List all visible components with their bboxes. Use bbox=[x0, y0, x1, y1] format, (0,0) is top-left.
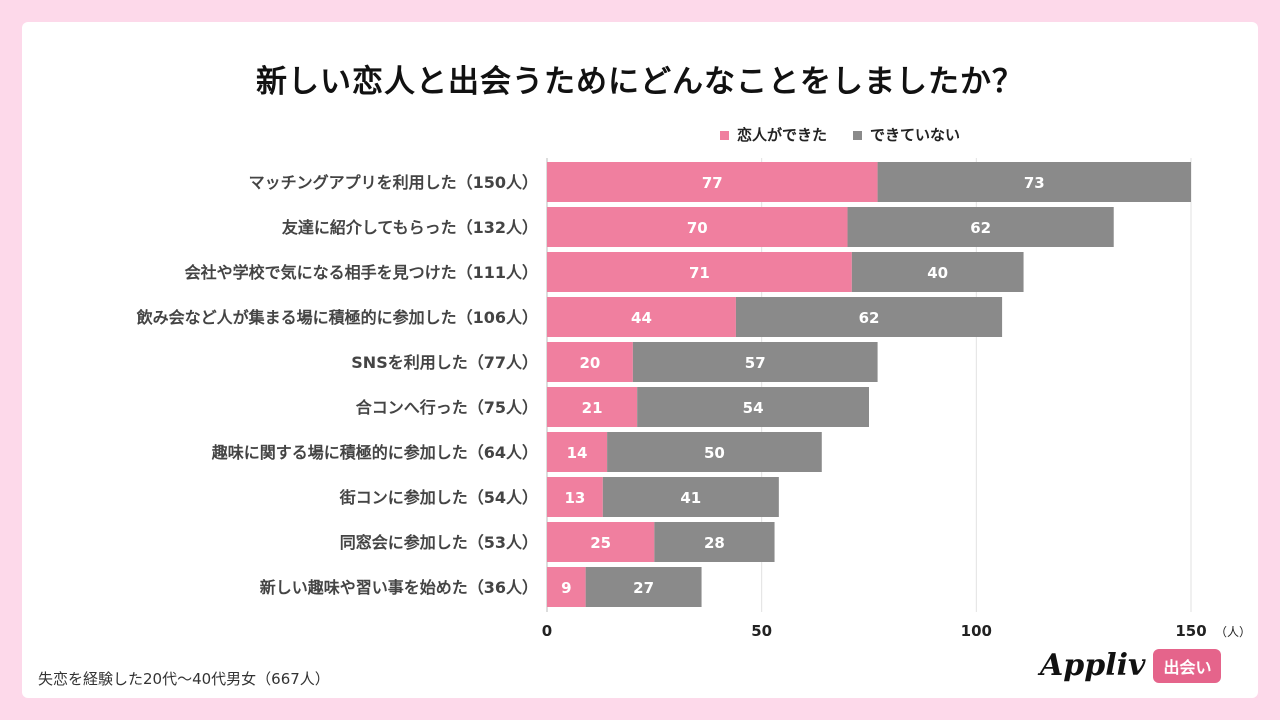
bar-dekita bbox=[547, 162, 878, 202]
bar-dekiteinai bbox=[654, 522, 775, 562]
logo-badge: 出会い bbox=[1153, 648, 1222, 683]
bar-dekiteinai bbox=[602, 477, 779, 517]
data-label: 71 bbox=[689, 264, 710, 282]
data-label: 54 bbox=[743, 399, 764, 417]
legend-label: できていない bbox=[870, 126, 961, 144]
category-label: 会社や学校で気になる相手を見つけた（111人） bbox=[185, 263, 538, 282]
legend-item-dekiteinai: できていない bbox=[853, 124, 960, 145]
data-label: 25 bbox=[590, 534, 611, 552]
data-label: 21 bbox=[582, 399, 603, 417]
category-label: 友達に紹介してもらった（132人） bbox=[282, 218, 538, 237]
bar-dekiteinai bbox=[607, 432, 822, 472]
logo-word: Appliv bbox=[1040, 648, 1146, 683]
data-label: 41 bbox=[680, 489, 701, 507]
category-label: 飲み会など人が集まる場に積極的に参加した（106人） bbox=[136, 308, 538, 327]
category-label: 新しい趣味や習い事を始めた（36人） bbox=[260, 578, 538, 597]
legend: 恋人ができた できていない bbox=[720, 124, 960, 145]
bar-dekita bbox=[547, 207, 848, 247]
bar-dekita bbox=[547, 567, 586, 607]
x-tick-label: 50 bbox=[751, 622, 772, 640]
applive-logo: Appliv 出会い bbox=[1040, 648, 1222, 683]
data-label: 13 bbox=[564, 489, 585, 507]
x-tick-label: 150 bbox=[1175, 622, 1206, 640]
bar-dekiteinai bbox=[847, 207, 1114, 247]
legend-label: 恋人ができた bbox=[737, 126, 828, 144]
bar-dekita bbox=[547, 252, 852, 292]
data-label: 62 bbox=[970, 219, 991, 237]
legend-swatch bbox=[853, 131, 863, 140]
legend-swatch bbox=[720, 131, 729, 140]
x-tick-label: 0 bbox=[542, 622, 552, 640]
bar-dekiteinai bbox=[851, 252, 1024, 292]
data-label: 50 bbox=[704, 444, 725, 462]
bar-dekiteinai bbox=[735, 297, 1003, 337]
data-label: 77 bbox=[702, 174, 723, 192]
x-tick-label: 100 bbox=[961, 622, 992, 640]
data-label: 62 bbox=[859, 309, 880, 327]
data-label: 20 bbox=[579, 354, 600, 372]
data-label: 14 bbox=[567, 444, 588, 462]
category-label: 街コンに参加した（54人） bbox=[339, 488, 538, 507]
bar-dekiteinai bbox=[877, 162, 1191, 202]
category-label: SNSを利用した（77人） bbox=[351, 353, 538, 372]
bar-dekita bbox=[547, 522, 655, 562]
category-label: マッチングアプリを利用した（150人） bbox=[249, 173, 538, 192]
legend-item-dekita: 恋人ができた bbox=[720, 124, 827, 145]
bar-dekita bbox=[547, 342, 633, 382]
data-label: 40 bbox=[927, 264, 948, 282]
bar-dekiteinai bbox=[637, 387, 869, 427]
bar-dekita bbox=[547, 477, 603, 517]
bar-dekita bbox=[547, 297, 736, 337]
data-label: 57 bbox=[745, 354, 766, 372]
data-label: 9 bbox=[561, 579, 571, 597]
category-label: 合コンへ行った（75人） bbox=[356, 398, 538, 417]
category-label: 同窓会に参加した（53人） bbox=[340, 533, 538, 552]
footnote: 失恋を経験した20代〜40代男女（667人） bbox=[38, 670, 330, 688]
bar-dekiteinai bbox=[585, 567, 702, 607]
category-label: 趣味に関する場に積極的に参加した（64人） bbox=[211, 443, 538, 462]
bar-dekita bbox=[547, 387, 638, 427]
data-label: 44 bbox=[631, 309, 652, 327]
data-label: 28 bbox=[704, 534, 725, 552]
bar-dekiteinai bbox=[632, 342, 878, 382]
data-label: 73 bbox=[1024, 174, 1045, 192]
data-label: 27 bbox=[633, 579, 654, 597]
bar-dekita bbox=[547, 432, 608, 472]
chart-title: 新しい恋人と出会うためにどんなことをしましたか？ bbox=[256, 64, 1024, 100]
x-unit-label: （人） bbox=[1215, 625, 1251, 639]
data-label: 70 bbox=[687, 219, 708, 237]
